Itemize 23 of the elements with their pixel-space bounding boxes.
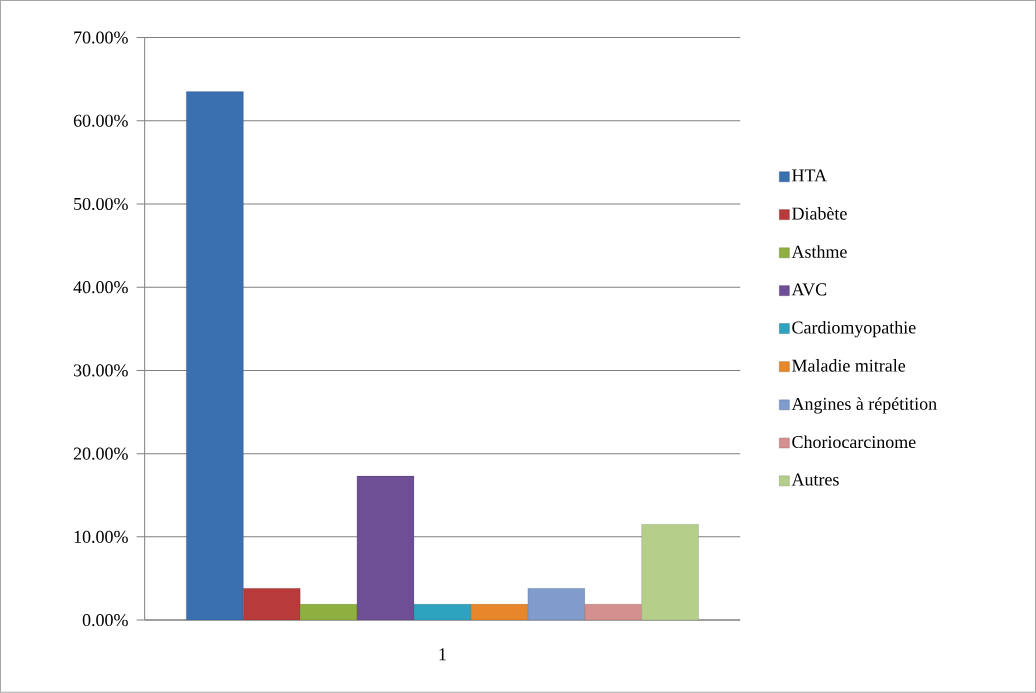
legend-label: Autres (791, 473, 839, 486)
y-tick-label: 30.00% (73, 364, 128, 377)
y-tick-label: 0.00% (82, 614, 128, 627)
y-tick-label: 10.00% (74, 530, 128, 544)
bar (413, 604, 472, 621)
bar (299, 604, 358, 621)
y-tick-label: 20.00% (73, 447, 128, 460)
legend-label: AVC (791, 283, 827, 296)
y-tick-label: 40.00% (73, 281, 128, 294)
legend-label: HTA (792, 169, 827, 182)
legend-label: Maladie mitrale (792, 359, 906, 372)
y-tick-label: 50.00% (74, 198, 128, 211)
bar (527, 588, 585, 621)
x-tick-label: 1 (439, 648, 446, 661)
bar (470, 604, 528, 621)
y-tick-label: 60.00% (73, 114, 128, 128)
bar (356, 476, 415, 621)
y-tick-label: 70.00% (74, 31, 128, 44)
legend-label: Choriocarcinome (792, 435, 916, 449)
legend-label: Diabète (792, 207, 847, 220)
legend-label: Cardiomyopathie (792, 321, 916, 338)
legend-label: Asthme (791, 245, 847, 259)
legend-label: Angines à répétition (791, 397, 937, 414)
